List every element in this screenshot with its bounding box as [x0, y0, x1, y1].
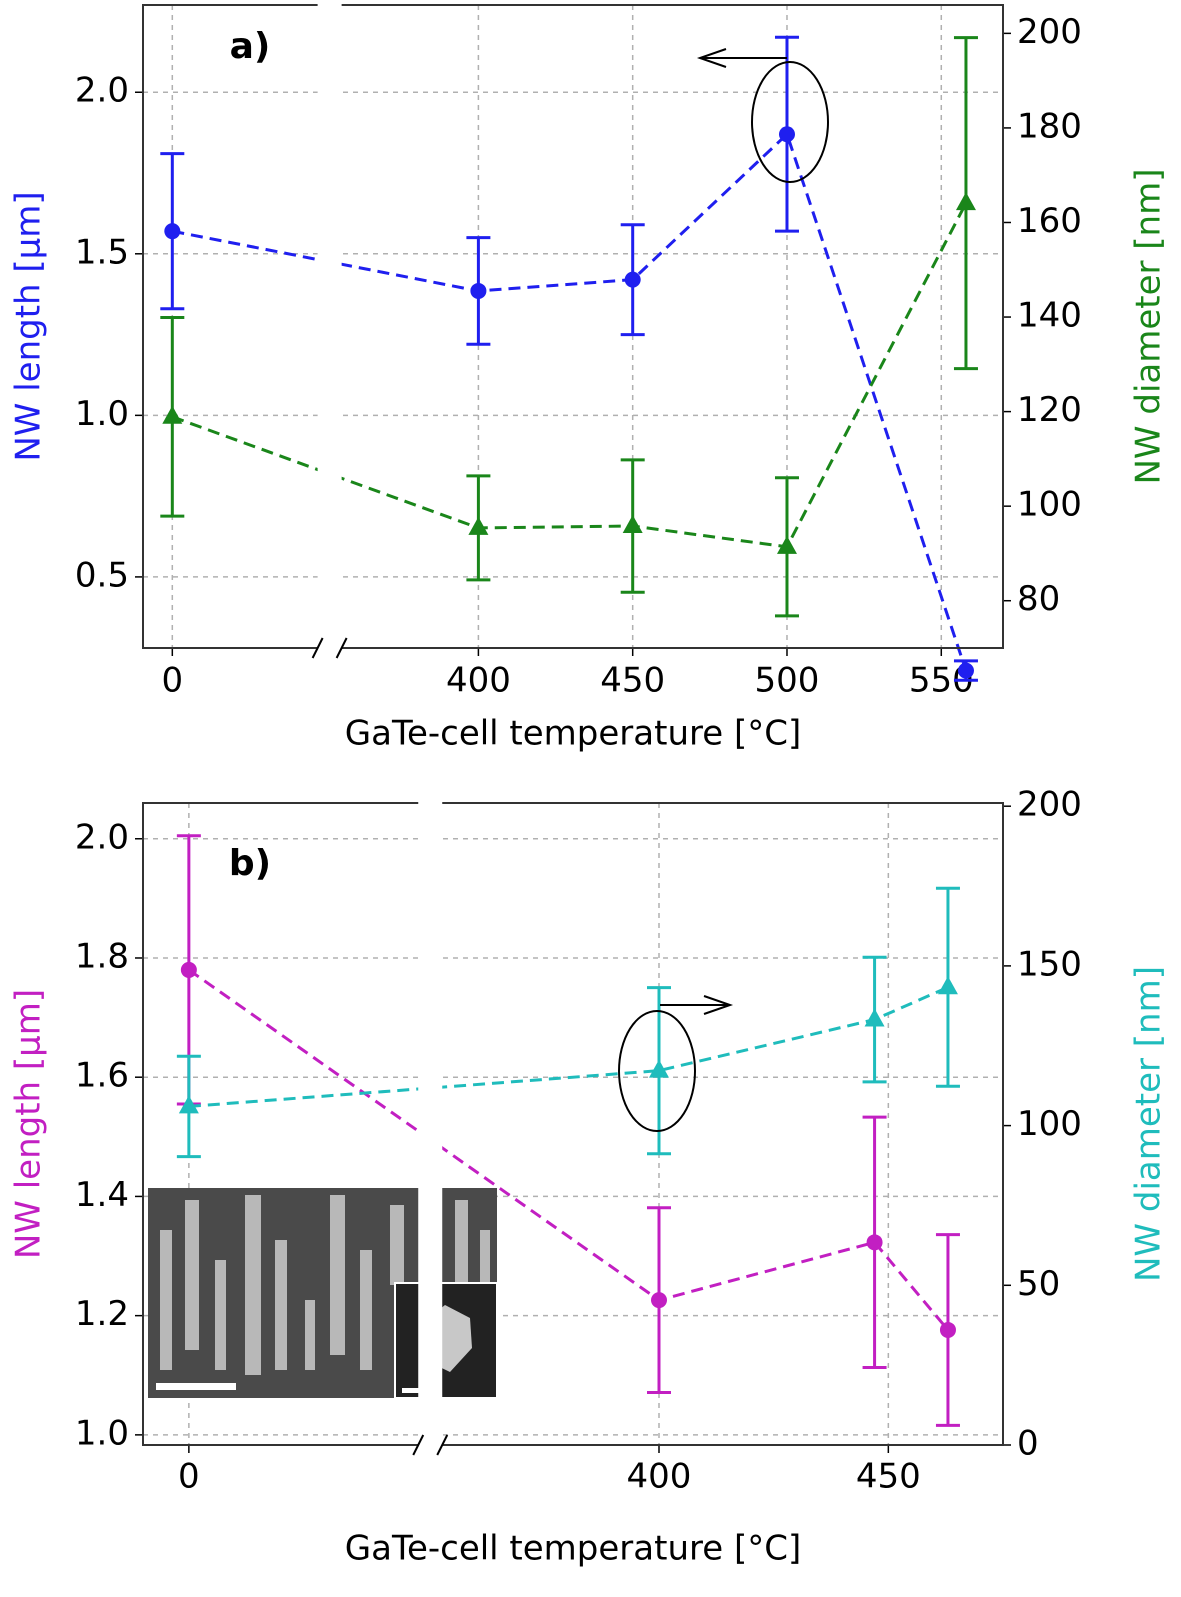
marker: [957, 662, 974, 679]
axis-break-gap: [317, 646, 342, 651]
y2-axis-label: NW diameter [nm]: [1129, 966, 1169, 1282]
marker: [622, 515, 643, 534]
y-tick-label: 1.0: [75, 394, 129, 434]
plot-frame: [142, 802, 1004, 1446]
y-tick-label: 1.5: [75, 232, 129, 272]
marker: [937, 976, 958, 995]
x-tick-label: 500: [755, 661, 820, 701]
y2-tick-label: 180: [1017, 106, 1082, 146]
marker: [180, 961, 197, 978]
axis-break-mark: [412, 1434, 425, 1456]
y-axis-label: NW length [µm]: [9, 191, 49, 461]
y2-tick-label: 100: [1017, 485, 1082, 525]
y2-tick-label: 0: [1017, 1424, 1039, 1464]
marker: [939, 1321, 956, 1338]
annotation-arrowhead: [703, 995, 734, 1015]
x-tick-label: 450: [856, 1457, 921, 1497]
y2-axis-label: NW diameter [nm]: [1129, 169, 1169, 485]
scale-bar: [156, 1383, 236, 1390]
y2-tick-label: 120: [1017, 390, 1082, 430]
marker: [955, 192, 976, 211]
y-tick-label: 1.2: [75, 1294, 129, 1334]
axis-break-gap: [418, 800, 443, 1443]
x-axis-label: GaTe-cell temperature [°C]: [345, 714, 801, 754]
sem-inset: [148, 1188, 498, 1399]
y-axis-label: NW length [µm]: [9, 989, 49, 1259]
marker: [164, 223, 181, 240]
x-tick-label: 400: [627, 1457, 692, 1497]
marker: [468, 516, 489, 535]
y-tick-label: 1.4: [75, 1175, 129, 1215]
series-line: [188, 985, 949, 1108]
annotation-ellipse: [618, 1010, 696, 1132]
y-tick-label: 2.0: [75, 817, 129, 857]
y2-tick-label: 140: [1017, 296, 1082, 336]
y2-tick-label: 200: [1017, 785, 1082, 825]
y-tick-label: 1.6: [75, 1056, 129, 1096]
series-line: [172, 131, 968, 672]
marker: [864, 1008, 885, 1027]
y-tick-label: 2.0: [75, 71, 129, 111]
y2-tick-label: 100: [1017, 1104, 1082, 1144]
annotation-ellipse: [751, 61, 829, 183]
y-tick-label: 1.0: [75, 1413, 129, 1453]
marker: [470, 282, 487, 299]
panel-label: b): [229, 843, 271, 884]
panel-label: a): [230, 26, 271, 67]
marker: [866, 1234, 883, 1251]
y2-tick-label: 150: [1017, 944, 1082, 984]
x-tick-label: 0: [178, 1457, 200, 1497]
x-tick-label: 400: [446, 661, 511, 701]
y2-tick-label: 80: [1017, 579, 1060, 619]
marker: [162, 405, 183, 424]
axis-break-mark: [335, 637, 348, 659]
axis-break-mark: [311, 637, 324, 659]
y-tick-label: 1.8: [75, 936, 129, 976]
marker: [178, 1095, 199, 1114]
marker: [778, 126, 795, 143]
axis-break-gap: [317, 2, 342, 646]
x-axis-label: GaTe-cell temperature [°C]: [345, 1529, 801, 1569]
y2-tick-label: 200: [1017, 12, 1082, 52]
axis-break-mark: [436, 1434, 449, 1456]
marker: [624, 271, 641, 288]
marker: [649, 1059, 669, 1078]
marker: [651, 1292, 667, 1309]
axis-break-gap: [418, 1443, 443, 1448]
x-tick-label: 0: [161, 661, 183, 701]
y2-tick-label: 50: [1017, 1264, 1060, 1304]
y-tick-label: 0.5: [75, 555, 129, 595]
x-tick-label: 450: [600, 661, 665, 701]
annotation-arrowhead: [696, 48, 727, 68]
marker: [776, 535, 797, 554]
y2-tick-label: 160: [1017, 201, 1082, 241]
plot-frame: [142, 4, 1004, 649]
